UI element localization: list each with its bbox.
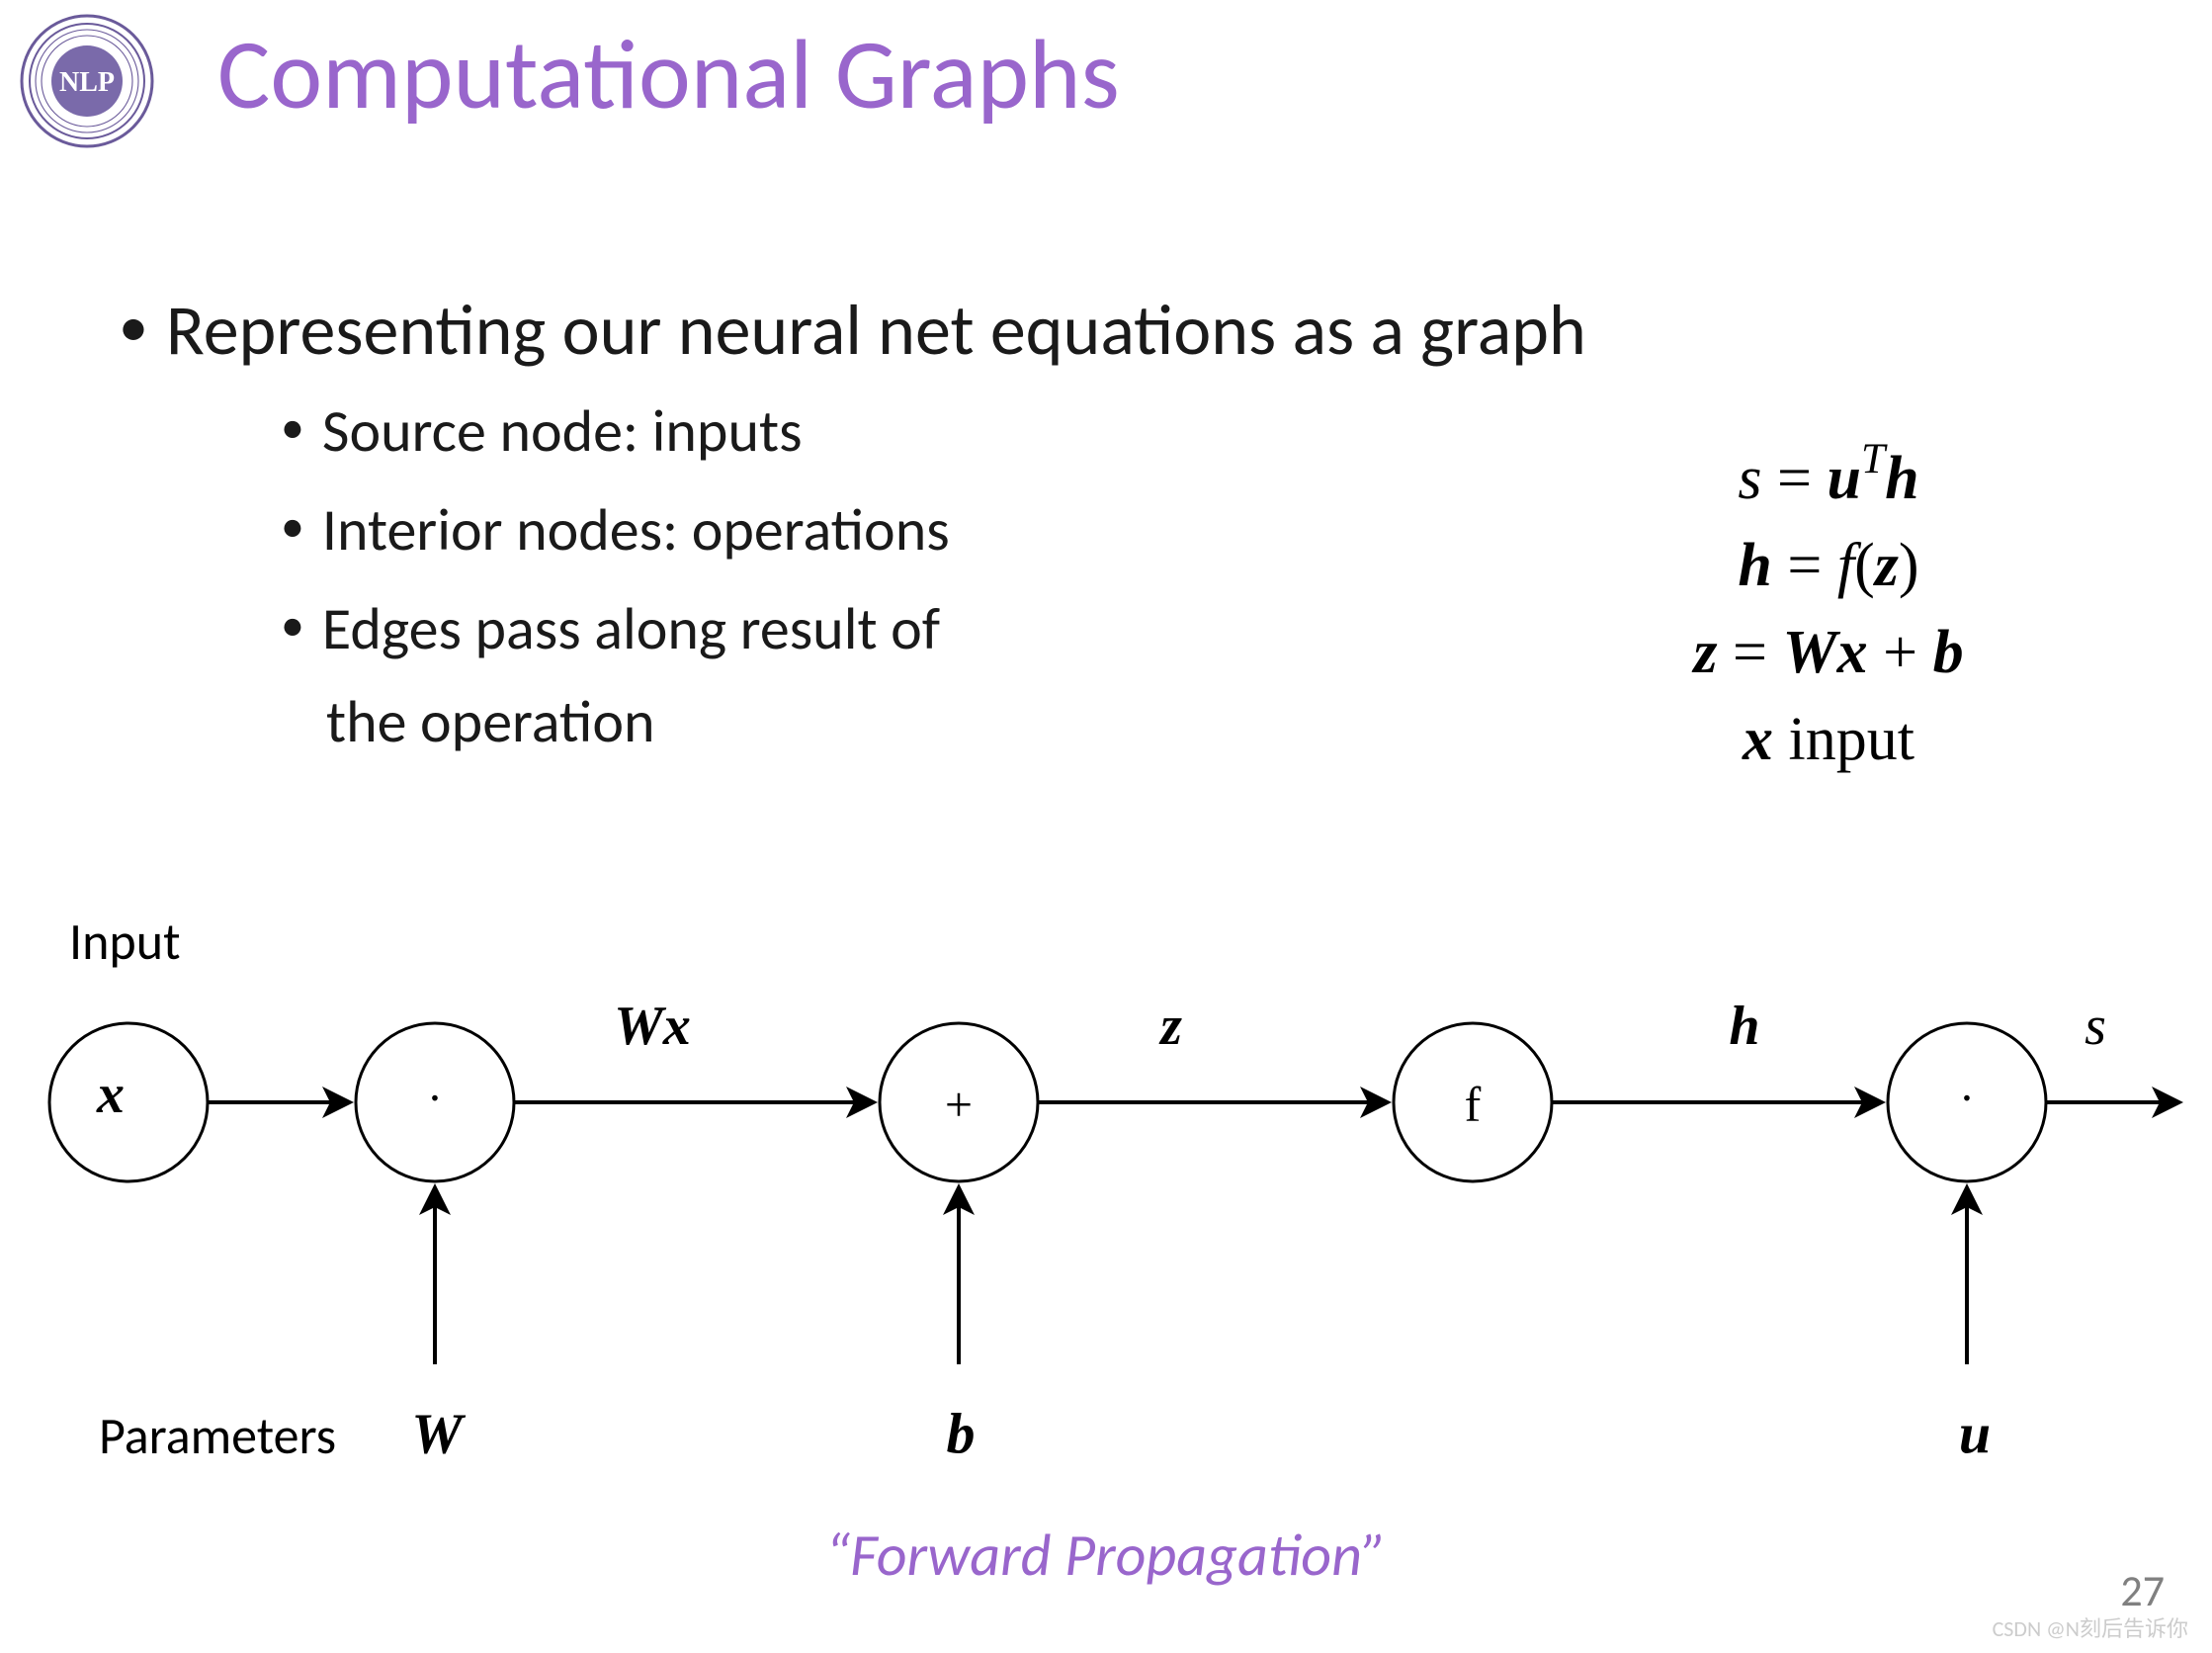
equations: s = uTh h = f(z) z = Wx + b x input — [1522, 435, 2135, 783]
node-label-dot1: ∙ — [429, 1072, 441, 1126]
param-label: b — [947, 1401, 976, 1467]
logo-text: NLP — [59, 67, 115, 98]
page-title: Computational Graphs — [217, 14, 1120, 134]
computational-graph-diagram: Input Parameters x∙+f∙WxzhsWbu — [20, 910, 2194, 1602]
bullet-sub-2-line2: the operation — [326, 686, 655, 758]
bullet-sub-2-line1: Edges pass along result of — [322, 593, 940, 665]
edge-label: Wx — [614, 995, 691, 1058]
node-label-dot2: ∙ — [1961, 1072, 1973, 1126]
bullet-sub-1: •Interior nodes: operations — [281, 494, 950, 566]
bullet-sub-0: •Source node: inputs — [281, 395, 803, 468]
edge-label: h — [1729, 995, 1759, 1058]
param-label: W — [411, 1401, 463, 1467]
eq-1: h = f(z) — [1522, 522, 2135, 609]
node-label-plus: + — [945, 1076, 973, 1133]
edge-label: z — [1160, 995, 1182, 1058]
bullet-sub-1-text: Interior nodes: operations — [322, 494, 950, 566]
eq-3: x input — [1522, 696, 2135, 783]
bullet-sub-0-text: Source node: inputs — [322, 395, 803, 468]
bullet-main-text: Representing our neural net equations as… — [166, 287, 1586, 374]
node-label-x: x — [97, 1063, 125, 1126]
logo: NLP — [18, 12, 156, 150]
bullet-main: •Representing our neural net equations a… — [119, 287, 1586, 374]
edge-label: s — [2084, 995, 2106, 1058]
eq-0: s = uTh — [1522, 435, 2135, 522]
param-label: u — [1959, 1401, 1991, 1467]
caption-forward-prop: “Forward Propagation” — [825, 1520, 1387, 1592]
bullet-sub-2: •Edges pass along result of — [281, 593, 940, 665]
watermark: CSDN @N刻后告诉你 — [1993, 1611, 2188, 1643]
eq-2: z = Wx + b — [1522, 609, 2135, 696]
node-label-f: f — [1465, 1076, 1482, 1133]
page-number: 27 — [2120, 1564, 2165, 1617]
bullet-sub-2-cont: the operation — [326, 686, 655, 758]
node-x — [49, 1023, 208, 1181]
